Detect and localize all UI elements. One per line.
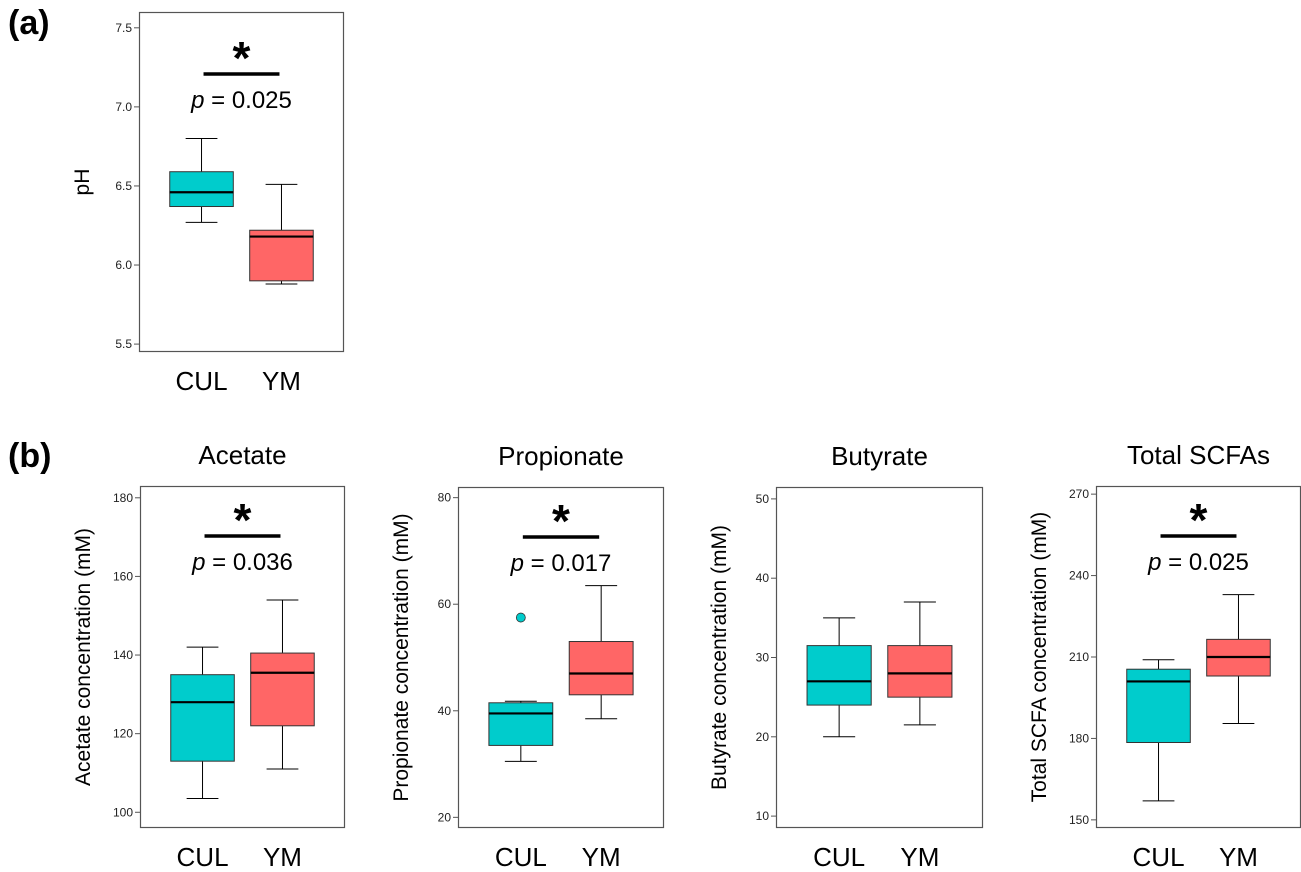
p-value-text: p = 0.036 — [191, 549, 293, 576]
y-tick-label: 6.5 — [115, 179, 132, 193]
box-iqr — [1126, 668, 1191, 744]
x-category-label: YM — [1219, 842, 1258, 872]
box-iqr — [250, 652, 315, 727]
y-tick-label: 120 — [113, 727, 133, 741]
box-cul — [170, 646, 235, 800]
chart-title: Butyrate — [831, 441, 928, 471]
y-tick-label: 50 — [756, 492, 770, 506]
y-tick-label: 5.5 — [115, 337, 132, 351]
panel-label-b: (b) — [8, 437, 51, 475]
y-tick-label: 160 — [113, 569, 133, 583]
x-category-label: YM — [582, 842, 621, 872]
significance-star: * — [234, 494, 252, 546]
y-axis-label: pH — [71, 169, 94, 196]
x-category-label: CUL — [1133, 842, 1185, 872]
y-axis-label: Total SCFA concentration (mM) — [1028, 512, 1051, 803]
box-iqr — [887, 645, 953, 698]
box-ym — [250, 599, 315, 770]
y-tick-label: 240 — [1069, 569, 1089, 583]
y-tick-label: 270 — [1069, 487, 1089, 501]
panel-label-a: (a) — [8, 4, 50, 42]
y-tick-label: 7.5 — [115, 21, 132, 35]
p-value-number: = 0.036 — [205, 549, 292, 576]
box-cul — [806, 617, 872, 738]
y-tick-label: 80 — [438, 491, 452, 505]
box-iqr — [806, 645, 872, 706]
box-ym — [1206, 594, 1271, 724]
x-category-label: CUL — [176, 366, 228, 396]
p-value-text: p = 0.025 — [1147, 549, 1249, 576]
box-ym — [249, 183, 314, 285]
x-category-label: CUL — [495, 842, 547, 872]
y-tick-label: 150 — [1069, 813, 1089, 827]
y-tick-label: 60 — [438, 597, 452, 611]
y-tick-label: 40 — [438, 704, 452, 718]
y-tick-label: 7.0 — [115, 100, 132, 114]
y-axis-label: Butyrate concentration (mM) — [708, 525, 731, 790]
p-value-number: = 0.025 — [204, 87, 291, 114]
significance-star: * — [552, 495, 570, 547]
box-iqr — [249, 229, 314, 282]
y-tick-label: 20 — [438, 810, 452, 824]
chart-title: Acetate — [198, 440, 286, 470]
y-tick-label: 40 — [756, 571, 770, 585]
chart-4: 10 20 30 40 50 Butyrate concentration (mM) But… — [708, 441, 984, 872]
p-value-number: = 0.025 — [1161, 549, 1248, 576]
p-value-text: p = 0.025 — [190, 87, 292, 114]
chart-5: 150 180 210 240 270 Total SCFA concentration … — [1028, 440, 1301, 872]
box-ym — [887, 601, 953, 726]
y-tick-label: 180 — [113, 491, 133, 505]
x-category-label: YM — [900, 842, 939, 872]
x-category-label: CUL — [813, 842, 865, 872]
p-value-text: p = 0.017 — [510, 550, 612, 577]
y-tick-label: 10 — [756, 809, 770, 823]
p-value-number: = 0.017 — [524, 550, 611, 577]
y-tick-label: 180 — [1069, 731, 1089, 745]
chart-2: 100 120 140 160 180 Acetate concentration (mM… — [72, 440, 346, 872]
plot-frame — [457, 486, 665, 829]
p-value-symbol: p — [510, 550, 524, 577]
y-tick-label: 210 — [1069, 650, 1089, 664]
box-iqr — [169, 171, 234, 208]
chart-title: Propionate — [498, 441, 624, 471]
outlier-point — [515, 612, 526, 623]
box-cul — [488, 612, 554, 762]
significance-star: * — [233, 32, 251, 84]
p-value-symbol: p — [190, 87, 204, 114]
y-tick-label: 100 — [113, 805, 133, 819]
y-axis-label: Propionate concentration (mM) — [390, 513, 413, 801]
y-axis-label: Acetate concentration (mM) — [72, 528, 95, 786]
box-ym — [568, 585, 634, 720]
chart-3: 20 40 60 80 Propionate concentration (mM) Pro… — [390, 441, 665, 872]
box-iqr — [170, 674, 235, 762]
box-iqr — [568, 641, 634, 696]
box-cul — [1126, 659, 1191, 802]
plot-frame — [775, 486, 984, 829]
chart-title: Total SCFAs — [1127, 440, 1270, 470]
plot-frame — [139, 485, 346, 829]
box-iqr — [488, 702, 554, 746]
significance-star: * — [1190, 494, 1208, 546]
x-category-label: YM — [262, 366, 301, 396]
box-cul — [169, 138, 234, 223]
x-category-label: YM — [263, 842, 302, 872]
p-value-symbol: p — [191, 549, 205, 576]
x-category-label: CUL — [177, 842, 229, 872]
y-tick-label: 140 — [113, 648, 133, 662]
chart-1: 5.5 6.0 6.5 7.0 7.5 pH CUL YM * p = 0.025 — [71, 11, 345, 396]
y-tick-label: 6.0 — [115, 258, 132, 272]
plot-frame — [138, 11, 345, 353]
y-tick-label: 30 — [756, 651, 770, 665]
p-value-symbol: p — [1147, 549, 1161, 576]
y-tick-label: 20 — [756, 730, 770, 744]
